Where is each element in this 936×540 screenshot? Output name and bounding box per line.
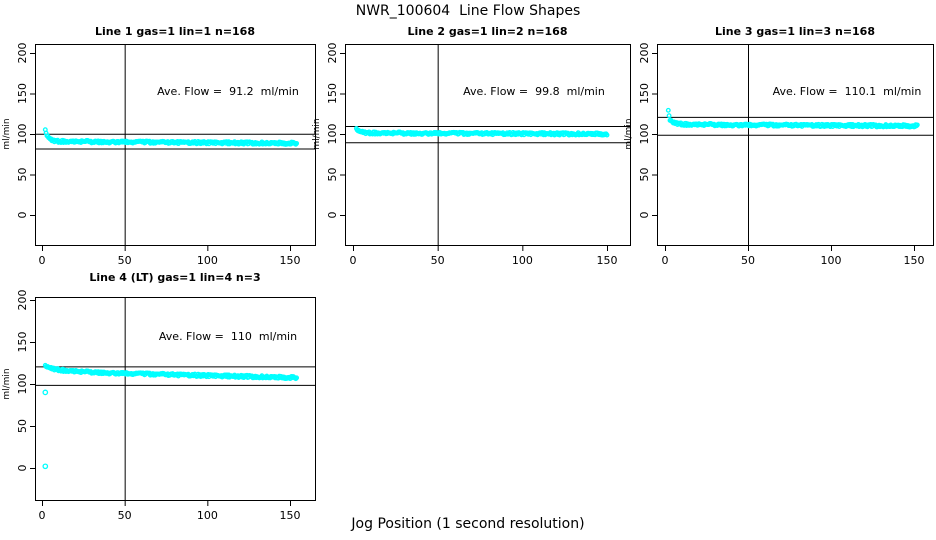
- y-tick-label: 0: [16, 465, 29, 472]
- x-tick-label: 100: [512, 254, 533, 267]
- ave-flow-annotation-line2: Ave. Flow = 99.8 ml/min: [463, 85, 605, 98]
- panel-title-line4: Line 4 (LT) gas=1 lin=4 n=3: [89, 271, 261, 284]
- y-tick-label: 50: [326, 168, 339, 182]
- y-tick-label: 50: [16, 419, 29, 433]
- x-tick-label: 100: [197, 509, 218, 522]
- outlier-point: [42, 389, 49, 396]
- y-tick-label: 0: [638, 212, 651, 219]
- y-tick-label: 100: [326, 124, 339, 145]
- panel-title-line2: Line 2 gas=1 lin=2 n=168: [407, 25, 568, 38]
- ave-flow-annotation-line4: Ave. Flow = 110 ml/min: [158, 330, 298, 343]
- panel-4-data-points: [42, 362, 300, 470]
- figure-title: NWR_100604 Line Flow Shapes: [355, 3, 581, 19]
- panel-1: 0 50 100 150 0 50 100 150 200 ml/min: [2, 43, 316, 267]
- x-tick-label: 0: [662, 254, 669, 267]
- y-tick-label: 200: [326, 43, 339, 64]
- x-tick-label: 0: [39, 254, 46, 267]
- panel-title-line1: Line 1 gas=1 lin=1 n=168: [94, 25, 255, 38]
- x-tick-label: 50: [431, 254, 445, 267]
- y-tick-label: 100: [16, 374, 29, 395]
- ave-flow-annotation-line3: Ave. Flow = 110.1 ml/min: [772, 85, 922, 98]
- x-tick-label: 150: [904, 254, 925, 267]
- x-tick-label: 100: [197, 254, 218, 267]
- plot-box: [35, 297, 316, 501]
- y-tick-label: 200: [16, 290, 29, 311]
- panel-2-data-points: [353, 126, 610, 138]
- plot-box: [345, 44, 631, 246]
- x-tick-label: 150: [596, 254, 617, 267]
- x-tick-label: 150: [279, 509, 300, 522]
- y-tick-label: 50: [638, 168, 651, 182]
- plot-box: [657, 44, 934, 246]
- y-axis-label: ml/min: [2, 368, 12, 399]
- ave-flow-annotation-line1: Ave. Flow = 91.2 ml/min: [157, 85, 299, 98]
- x-tick-label: 0: [39, 509, 46, 522]
- x-tick-label: 50: [741, 254, 755, 267]
- x-tick-label: 50: [118, 509, 132, 522]
- y-tick-label: 100: [638, 124, 651, 145]
- panel-1-data-points: [42, 127, 300, 147]
- y-tick-label: 150: [326, 83, 339, 104]
- panel-title-line3: Line 3 gas=1 lin=3 n=168: [714, 25, 875, 38]
- y-tick-label: 50: [16, 168, 29, 182]
- x-tick-label: 50: [118, 254, 132, 267]
- panel-3: 0 50 100 150 0 50 100 150 200 ml/min: [624, 43, 934, 267]
- x-tick-label: 150: [279, 254, 300, 267]
- panel-4: 0 50 100 150 0 50 100 150 200 ml/min: [2, 290, 316, 522]
- outlier-point: [42, 463, 49, 470]
- x-tick-label: 0: [350, 254, 357, 267]
- y-tick-label: 0: [326, 212, 339, 219]
- x-axis-label: Jog Position (1 second resolution): [351, 516, 585, 532]
- y-axis-label: ml/min: [624, 118, 634, 149]
- y-tick-label: 150: [16, 332, 29, 353]
- y-axis-label: ml/min: [312, 118, 322, 149]
- y-tick-label: 200: [638, 43, 651, 64]
- panel-3-data-points: [665, 107, 920, 130]
- y-tick-label: 150: [638, 83, 651, 104]
- panel-2: 0 50 100 150 0 50 100 150 200 ml/min: [312, 43, 631, 267]
- plot-box: [35, 44, 316, 246]
- y-axis-label: ml/min: [2, 118, 12, 149]
- y-tick-label: 150: [16, 83, 29, 104]
- y-tick-label: 100: [16, 124, 29, 145]
- y-tick-label: 200: [16, 43, 29, 64]
- y-tick-label: 0: [16, 212, 29, 219]
- x-tick-label: 100: [821, 254, 842, 267]
